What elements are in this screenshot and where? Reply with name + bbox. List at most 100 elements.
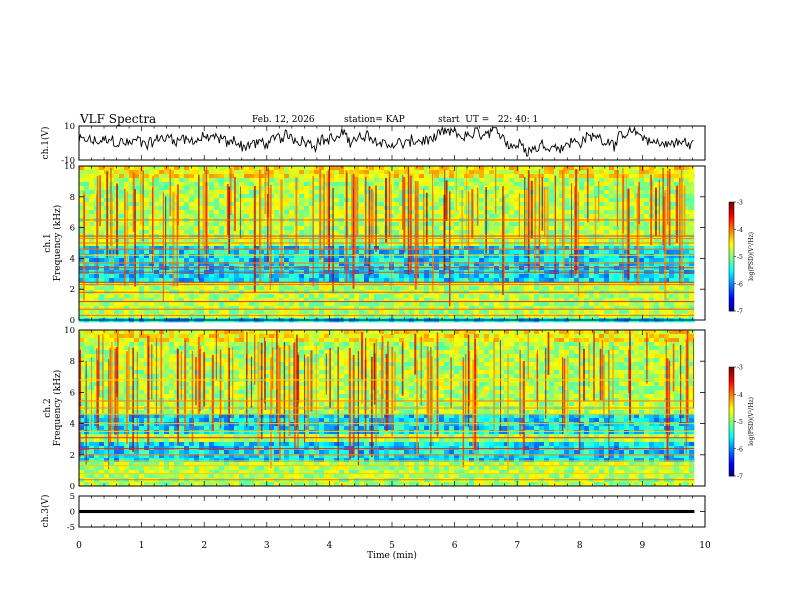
ch1-spectrogram-cell — [604, 222, 610, 227]
ch1-spectrogram-cell — [274, 206, 280, 211]
ch1-spectrogram-cell — [164, 306, 170, 311]
ch1-spectrogram-cell — [304, 202, 310, 207]
ch1-spectrogram-cell — [614, 302, 620, 307]
ch1-spectrogram-cell — [309, 278, 315, 283]
ch1-spectrogram-cell — [594, 202, 600, 207]
ch1-spectrogram-cell — [424, 174, 430, 179]
ch1-spectrogram-cell — [239, 174, 245, 179]
ch1-spectrogram-cell — [499, 258, 505, 263]
ch1-spectrogram-cell — [169, 246, 175, 251]
ch1-spectrogram-cell — [554, 214, 560, 219]
ch1-spectrogram-cell — [144, 202, 150, 207]
ch1-spectrogram-cell — [369, 250, 375, 255]
ch1-spectrogram-cell — [419, 222, 425, 227]
ch1-spectrogram-cell — [249, 230, 255, 235]
ch1-spectrogram-cell — [619, 274, 625, 279]
ch1-spectrogram-cell — [364, 314, 370, 319]
ch1-spectrogram-cell — [234, 222, 240, 227]
ch1-spectrogram-cell — [549, 222, 555, 227]
ch1-spectrogram-cell — [429, 178, 435, 183]
ch1-spectrogram-cell — [444, 166, 450, 171]
ch1-spectrogram-cell — [149, 186, 155, 191]
ch1-spectrogram-cell — [579, 226, 585, 231]
ch1-spectrogram-cell — [214, 254, 220, 259]
ch1-spectrogram-cell — [594, 210, 600, 215]
ch1-spectrogram-cell — [209, 242, 215, 247]
ch1-spectrogram-cell — [509, 174, 515, 179]
ch1-spectrogram-cell — [449, 182, 455, 187]
ch1-spectrogram-cell — [354, 278, 360, 283]
ch1-spectrogram-cell — [149, 258, 155, 263]
ch1-spectrogram-cell — [219, 166, 225, 171]
ch1-spectrogram-cell — [619, 230, 625, 235]
ch1-spectrogram-cell — [649, 258, 655, 263]
ch1-spectrogram-cell — [554, 262, 560, 267]
ch1-spectrogram-cell — [79, 306, 85, 311]
ch1-spectrogram-cell — [109, 178, 115, 183]
ch1-spectrogram-cell — [519, 170, 525, 175]
ch1-spectrogram-cell — [524, 254, 530, 259]
ch1-spectrogram-cell — [399, 186, 405, 191]
ch1-spectrogram-cell — [469, 182, 475, 187]
ch1-spectrogram-cell — [369, 178, 375, 183]
ch1-spectrogram-cell — [419, 302, 425, 307]
ch1-spectrogram-cell — [339, 294, 345, 299]
ch1-spectrogram-cell — [174, 314, 180, 319]
ch1-spectrogram-cell — [179, 222, 185, 227]
ch1-spectrogram-cell — [589, 294, 595, 299]
ch1-spectrogram-cell — [694, 238, 695, 243]
ch1-spectrogram-cell — [339, 302, 345, 307]
ch1-spectrogram-cell — [89, 174, 95, 179]
ch1-spectrogram-cell — [579, 314, 585, 319]
ch1-spectrogram-cell — [514, 166, 520, 171]
ch1-spectrogram-cell — [254, 314, 260, 319]
ch1-spectrogram-cell — [134, 174, 140, 179]
ch1-spectrogram-cell — [529, 262, 535, 267]
ch1-spectrogram-cell — [379, 250, 385, 255]
ch1-spectrogram-cell — [204, 274, 210, 279]
ch1-spectrogram-cell — [539, 170, 545, 175]
ch1-spectrogram-cell — [439, 278, 445, 283]
ch1-spectrogram-cell — [669, 186, 675, 191]
ch1-spectrogram-cell — [284, 302, 290, 307]
ch1-spectrogram-cell — [149, 314, 155, 319]
ch1-spectrogram-cell — [634, 202, 640, 207]
ch1-spectrogram-cell — [619, 246, 625, 251]
ch1-spectrogram-cell — [359, 258, 365, 263]
ch1-spectrogram-cell — [234, 210, 240, 215]
ch1-spectrogram-cell — [244, 170, 250, 175]
ch1-spectrogram-cell — [324, 314, 330, 319]
ch1-spectrogram-cell — [409, 302, 415, 307]
ch1-spectrogram-cell — [404, 242, 410, 247]
ch1-spectrogram-cell — [694, 230, 695, 235]
ch1-spectrogram-cell — [369, 262, 375, 267]
ch1-spectrogram-cell — [129, 258, 135, 263]
ch1-spectrogram-cell — [199, 242, 205, 247]
ch1-spectrogram-cell — [409, 306, 415, 311]
ch1-spectrogram-cell — [339, 226, 345, 231]
ch1-spectrogram-cell — [149, 206, 155, 211]
ch1-spectrogram-cell — [224, 298, 230, 303]
ch1-spectrogram-cell — [254, 222, 260, 227]
ch1-spectrogram-cell — [274, 254, 280, 259]
ch1-spectrogram-cell — [424, 262, 430, 267]
ch1-spectrogram-cell — [214, 206, 220, 211]
ch1-spectrogram-cell — [214, 178, 220, 183]
ch1-spectrogram-cell — [534, 194, 540, 199]
ch1-spectrogram-cell — [394, 214, 400, 219]
ch1-spectrogram-cell — [329, 206, 335, 211]
ch1-spectrogram-cell — [484, 306, 490, 311]
ch1-spectrogram-cell — [399, 214, 405, 219]
ch1-spectrogram-cell — [564, 174, 570, 179]
ch1-spectrogram-cell — [674, 246, 680, 251]
ch1-spectrogram-cell — [264, 238, 270, 243]
ch1-spectrogram-cell — [194, 182, 200, 187]
ch1-spectrogram-cell — [489, 238, 495, 243]
ch1-spectrogram-cell — [664, 210, 670, 215]
ch1-spectrogram-cell — [284, 170, 290, 175]
ch1-spectrogram-cell — [639, 274, 645, 279]
ch1-spectrogram-cell — [649, 170, 655, 175]
ch1-spectrogram-cell — [164, 214, 170, 219]
ch1-spectrogram-cell — [369, 246, 375, 251]
ch1-spectrogram-cell — [464, 298, 470, 303]
